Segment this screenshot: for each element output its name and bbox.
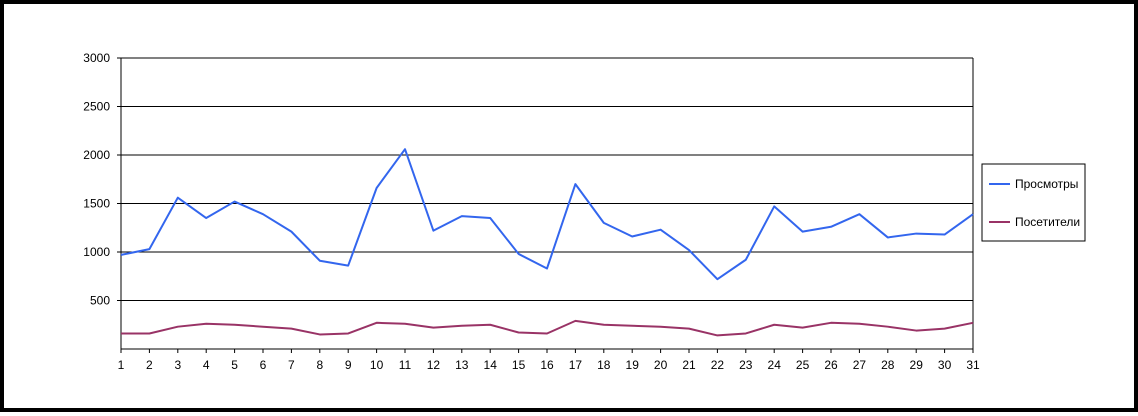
y-tick-label: 1000 — [83, 245, 110, 259]
y-tick-label: 3000 — [83, 51, 110, 65]
legend-box — [981, 163, 1086, 242]
x-tick-label: 15 — [512, 358, 526, 372]
x-tick-label: 19 — [626, 358, 640, 372]
x-tick-label: 25 — [796, 358, 810, 372]
y-tick-label: 2000 — [83, 148, 110, 162]
x-tick-label: 22 — [711, 358, 725, 372]
legend-label-1: Просмотры — [1015, 177, 1078, 191]
series-line-2 — [121, 319, 974, 337]
y-tick-label: 1500 — [83, 197, 110, 211]
x-tick-label: 29 — [910, 358, 924, 372]
x-tick-labels: 1 2 3 4 5 6 7 8 9 10 11 12 13 14 15 16 17 18 19 20 21 22 23 24 2… — [118, 358, 980, 372]
x-tick-label: 10 — [370, 358, 384, 372]
x-tick-label: 6 — [260, 358, 267, 372]
x-tick-label: 21 — [682, 358, 696, 372]
x-tick-label: 30 — [938, 358, 952, 372]
x-tick-label: 9 — [345, 358, 352, 372]
legend: Просмотры Посетители — [981, 163, 1086, 242]
x-tick-label: 27 — [853, 358, 867, 372]
grid-lines — [121, 57, 973, 301]
x-tick-label: 13 — [455, 358, 469, 372]
x-tick-label: 31 — [966, 358, 980, 372]
x-tick-label: 4 — [203, 358, 210, 372]
x-tick-label: 16 — [540, 358, 554, 372]
x-tick-label: 26 — [824, 358, 838, 372]
x-tick-label: 17 — [569, 358, 583, 372]
x-tick-label: 3 — [174, 358, 181, 372]
x-tick-label: 7 — [288, 358, 295, 372]
y-tick-label: 2500 — [83, 100, 110, 114]
series-lines — [120, 148, 974, 337]
x-tick-label: 8 — [316, 358, 323, 372]
series-line-1 — [120, 148, 974, 281]
x-tick-label: 24 — [768, 358, 782, 372]
x-tick-label: 18 — [597, 358, 611, 372]
y-tick-label: 500 — [90, 294, 110, 308]
x-tick-label: 5 — [231, 358, 238, 372]
x-tick-label: 28 — [881, 358, 895, 372]
x-tick-label: 11 — [399, 358, 412, 372]
x-tick-label: 1 — [118, 358, 125, 372]
x-tick-label: 14 — [484, 358, 498, 372]
x-tick-label: 23 — [739, 358, 753, 372]
y-tick-labels: 500 1000 1500 2000 2500 3000 — [83, 51, 110, 308]
x-tick-label: 12 — [427, 358, 441, 372]
legend-label-2: Посетители — [1015, 215, 1080, 229]
x-tick-label: 2 — [146, 358, 153, 372]
axes — [117, 57, 974, 353]
x-tick-label: 20 — [654, 358, 668, 372]
